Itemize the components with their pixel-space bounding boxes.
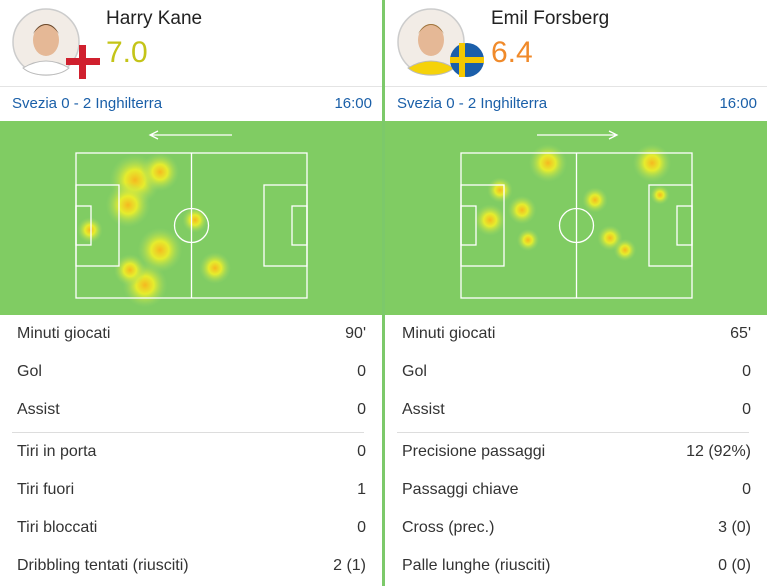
heat-spot: [487, 177, 513, 203]
rating: 6.4: [491, 36, 533, 69]
separator: [12, 432, 364, 433]
stat-row: Assist 0: [385, 392, 767, 430]
avatar: [12, 8, 100, 79]
stat-label: Tiri fuori: [17, 481, 75, 498]
field-line: [676, 205, 693, 246]
heatmap: [0, 121, 382, 315]
stat-row: Gol 0: [385, 354, 767, 392]
heatmap: [385, 121, 767, 315]
stat-label: Tiri bloccati: [17, 519, 98, 536]
stat-value: 2 (1): [333, 557, 366, 574]
stat-value: 0: [357, 519, 366, 536]
stat-label: Palle lunghe (riusciti): [402, 557, 551, 574]
match-row: Svezia 0 - 2 Inghilterra 16:00: [385, 86, 767, 121]
stat-label: Tiri in porta: [17, 443, 97, 460]
match-row: Svezia 0 - 2 Inghilterra 16:00: [0, 86, 382, 121]
field-line: [460, 205, 477, 246]
stat-row: Tiri fuori 1: [0, 472, 382, 510]
avatar: [397, 8, 484, 77]
avatar-face: [33, 24, 59, 56]
heat-spot: [632, 143, 672, 183]
avatar-hair: [418, 24, 444, 34]
avatar-shirt: [407, 60, 455, 76]
heat-spot: [114, 254, 146, 286]
stat-row: Tiri in porta 0: [0, 434, 382, 472]
flag-cross: [79, 45, 86, 79]
heat-spot: [582, 187, 608, 213]
field-line: [173, 207, 210, 244]
stat-value: 0 (0): [718, 557, 751, 574]
stat-label: Assist: [402, 401, 445, 418]
flag-cross: [450, 57, 484, 63]
avatar-shirt: [22, 60, 70, 76]
stat-row: Assist 0: [0, 392, 382, 430]
divider: [382, 0, 385, 586]
stat-row: Minuti giocati 65': [385, 316, 767, 354]
stat-row: Cross (prec.) 3 (0): [385, 510, 767, 548]
match: Svezia 0 - 2 Inghilterra: [397, 95, 548, 112]
player-panel: Harry Kane 7.0 Svezia 0 - 2 Inghilterra 16:…: [0, 0, 382, 586]
field-line: [291, 205, 308, 246]
heat-spot: [182, 207, 208, 233]
heat-spot: [77, 217, 103, 243]
player-name: Harry Kane: [106, 8, 203, 29]
heat-spot: [516, 228, 540, 252]
stat-value: 1: [357, 481, 366, 498]
stat-label: Assist: [17, 401, 60, 418]
stat-value: 90': [345, 325, 366, 342]
stat-value: 0: [742, 363, 751, 380]
stat-value: 0: [357, 443, 366, 460]
stat-row: Tiri bloccati 0: [0, 510, 382, 548]
stat-row: Minuti giocati 90': [0, 316, 382, 354]
stat-label: Precisione passaggi: [402, 443, 546, 460]
stat-row: Passaggi chiave 0: [385, 472, 767, 510]
stat-row: Palle lunghe (riusciti) 0 (0): [385, 548, 767, 586]
stat-value: 0: [742, 481, 751, 498]
player-name: Emil Forsberg: [491, 8, 610, 29]
heat-spot: [650, 185, 670, 205]
separator: [397, 432, 749, 433]
stat-value: 3 (0): [718, 519, 751, 536]
stat-label: Gol: [402, 363, 427, 380]
heat-spot: [507, 195, 537, 225]
stat-label: Dribbling tentati (riusciti): [17, 557, 189, 574]
avatar-face: [418, 24, 444, 56]
player-panel: Emil Forsberg 6.4 Svezia 0 - 2 Inghilterra…: [385, 0, 767, 586]
stat-row: Gol 0: [0, 354, 382, 392]
field-line: [558, 207, 595, 244]
heat-spot: [105, 182, 151, 228]
heat-spot: [474, 204, 506, 236]
field-line: [75, 205, 92, 246]
heat-spot: [140, 152, 180, 192]
stat-label: Minuti giocati: [402, 325, 496, 342]
stat-row: Dribbling tentati (riusciti) 2 (1): [0, 548, 382, 586]
stat-value: 0: [742, 401, 751, 418]
heat-spot: [613, 238, 637, 262]
avatar-hair: [33, 24, 59, 34]
stat-value: 0: [357, 401, 366, 418]
stat-value: 65': [730, 325, 751, 342]
stat-value: 12 (92%): [686, 443, 751, 460]
heat-spot: [199, 252, 231, 284]
flag-cross: [459, 43, 465, 77]
heat-spot: [528, 143, 568, 183]
stat-value: 0: [357, 363, 366, 380]
stat-label: Cross (prec.): [402, 519, 495, 536]
stat-row: Precisione passaggi 12 (92%): [385, 434, 767, 472]
direction-arrow: [537, 130, 619, 140]
direction-arrow: [148, 130, 232, 140]
match: Svezia 0 - 2 Inghilterra: [12, 95, 163, 112]
rating: 7.0: [106, 36, 148, 69]
stat-label: Gol: [17, 363, 42, 380]
heat-spot: [137, 227, 183, 273]
stat-label: Minuti giocati: [17, 325, 111, 342]
match-time: 16:00: [334, 95, 372, 112]
match-time: 16:00: [719, 95, 757, 112]
stat-label: Passaggi chiave: [402, 481, 519, 498]
